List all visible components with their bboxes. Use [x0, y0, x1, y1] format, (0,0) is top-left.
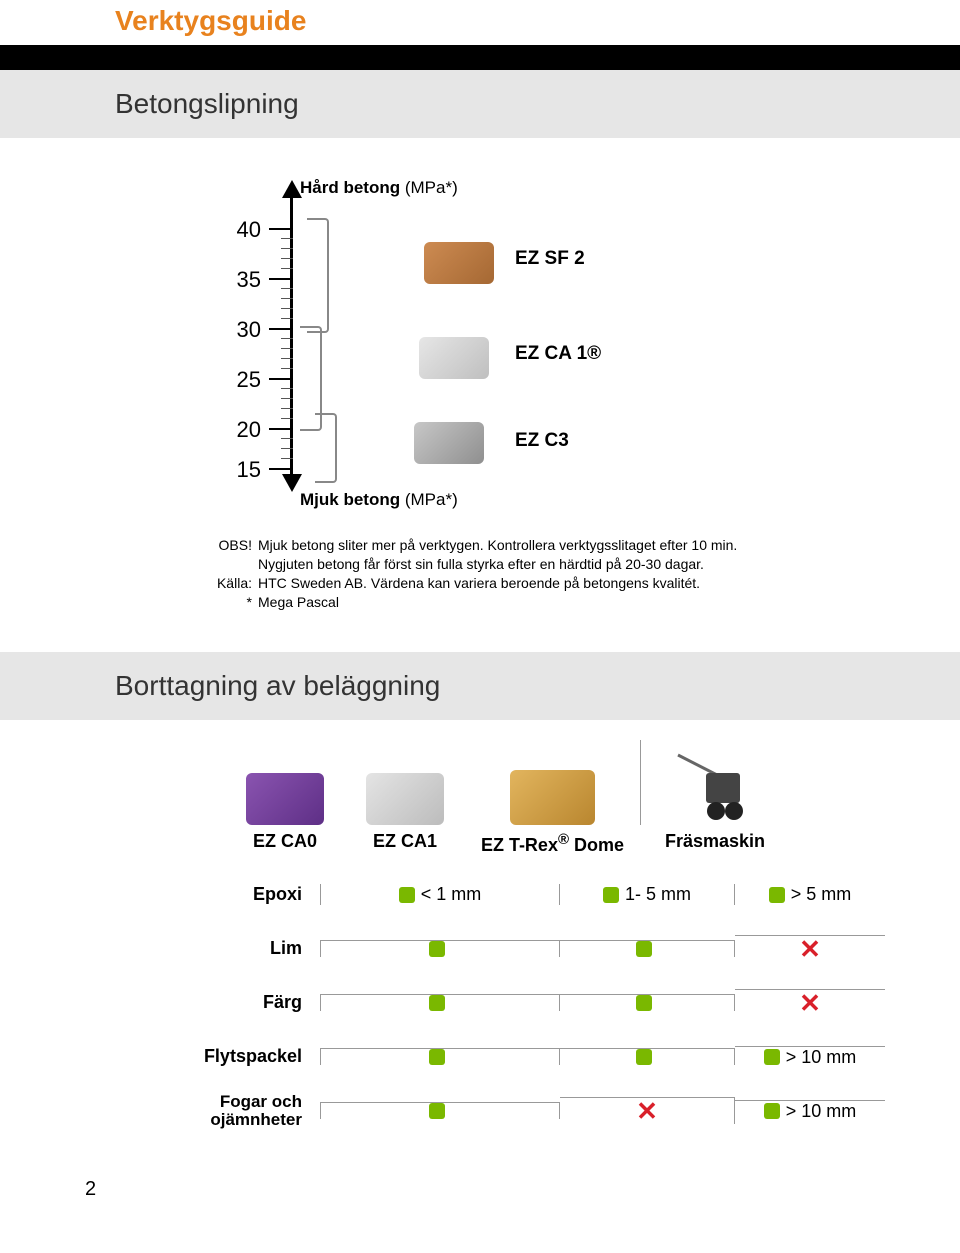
cross-icon: ✕ — [799, 936, 821, 962]
hardness-scale: Hård betong (MPa*) 40 35 30 25 20 15 Mju… — [115, 178, 900, 518]
tool-ez-c3-img — [405, 413, 493, 473]
note-prefix: Källa: — [210, 574, 258, 593]
note-text: HTC Sweden AB. Värdena kan variera beroe… — [258, 574, 900, 593]
page-number: 2 — [0, 1168, 960, 1201]
tick-20: 20 — [225, 417, 261, 443]
product-ez-trex-label: EZ T-Rex® Dome — [465, 831, 640, 856]
dot-icon — [636, 995, 652, 1011]
axis-label-top: Hård betong (MPa*) — [300, 178, 458, 198]
compatibility-matrix: Epoxi < 1 mm 1- 5 mm > 5 mm Lim ✕ Färg ✕… — [115, 868, 900, 1138]
bracket-ez-c3 — [315, 413, 337, 483]
cell-text: > 10 mm — [786, 1047, 857, 1068]
product-frasmaskin-img — [640, 740, 790, 825]
note-prefix — [210, 555, 258, 574]
table-row: Epoxi < 1 mm 1- 5 mm > 5 mm — [115, 868, 900, 922]
product-ez-trex-img — [465, 740, 640, 825]
dot-icon — [429, 995, 445, 1011]
cell-text: > 10 mm — [786, 1101, 857, 1122]
axis-label-bottom: Mjuk betong (MPa*) — [300, 490, 458, 510]
note-row: Nygjuten betong får först sin fulla styr… — [210, 555, 900, 574]
tool-ez-ca1-img — [410, 328, 498, 388]
product-frasmaskin-label: Fräsmaskin — [640, 831, 790, 852]
note-row: Källa: HTC Sweden AB. Värdena kan varier… — [210, 574, 900, 593]
tick-25: 25 — [225, 367, 261, 393]
header-black-bar — [0, 45, 960, 70]
dot-icon — [764, 1049, 780, 1065]
cell-text: > 5 mm — [791, 884, 852, 905]
page-title: Verktygsguide — [0, 0, 960, 45]
tick-15: 15 — [225, 457, 261, 483]
row-label-epoxi: Epoxi — [115, 884, 320, 905]
product-ez-ca0-img — [225, 740, 345, 825]
note-text: Mega Pascal — [258, 593, 900, 612]
tool-ez-sf2-label: EZ SF 2 — [515, 248, 585, 270]
arrow-down-icon — [282, 474, 302, 492]
dot-icon — [603, 887, 619, 903]
cell-text: 1- 5 mm — [625, 884, 691, 905]
tool-ez-ca1-label: EZ CA 1® — [515, 343, 601, 365]
dot-icon — [769, 887, 785, 903]
row-label-farg: Färg — [115, 992, 320, 1013]
table-row: Fogar ochojämnheter ✕ > 10 mm — [115, 1084, 900, 1138]
tool-ez-sf2-img — [415, 233, 503, 293]
page-title-text: Verktygsguide — [115, 5, 306, 36]
cross-icon: ✕ — [799, 990, 821, 1016]
product-ez-ca1-label: EZ CA1 — [345, 831, 465, 852]
row-label-flytspackel: Flytspackel — [115, 1046, 320, 1067]
dot-icon — [636, 1049, 652, 1065]
note-prefix: OBS! — [210, 536, 258, 555]
product-ez-ca0-label: EZ CA0 — [225, 831, 345, 852]
tick-35: 35 — [225, 267, 261, 293]
dot-icon — [429, 941, 445, 957]
section-betongslipning-header: Betongslipning — [0, 70, 960, 138]
dot-icon — [429, 1049, 445, 1065]
tick-40: 40 — [225, 217, 261, 243]
row-label-fogar: Fogar ochojämnheter — [115, 1093, 320, 1129]
section2-title: Borttagning av beläggning — [115, 670, 440, 701]
products-row: EZ CA0 EZ CA1 EZ T-Rex® Dome F — [225, 740, 900, 856]
tick-30: 30 — [225, 317, 261, 343]
dot-icon — [764, 1103, 780, 1119]
row-label-lim: Lim — [115, 938, 320, 959]
section-borttagning-header: Borttagning av beläggning — [0, 652, 960, 720]
tool-ez-c3-label: EZ C3 — [515, 430, 569, 452]
note-text: Mjuk betong sliter mer på verktygen. Kon… — [258, 536, 900, 555]
cell-text: < 1 mm — [421, 884, 482, 905]
dot-icon — [399, 887, 415, 903]
table-row: Lim ✕ — [115, 922, 900, 976]
dot-icon — [429, 1103, 445, 1119]
note-prefix: * — [210, 593, 258, 612]
dot-icon — [636, 941, 652, 957]
cross-icon: ✕ — [636, 1098, 658, 1124]
table-row: Färg ✕ — [115, 976, 900, 1030]
note-row: OBS! Mjuk betong sliter mer på verktygen… — [210, 536, 900, 555]
notes-block: OBS! Mjuk betong sliter mer på verktygen… — [210, 536, 900, 612]
bracket-ez-sf2 — [307, 218, 329, 333]
section1-title: Betongslipning — [115, 88, 299, 119]
note-row: * Mega Pascal — [210, 593, 900, 612]
product-ez-ca1-img — [345, 740, 465, 825]
table-row: Flytspackel > 10 mm — [115, 1030, 900, 1084]
note-text: Nygjuten betong får först sin fulla styr… — [258, 555, 900, 574]
